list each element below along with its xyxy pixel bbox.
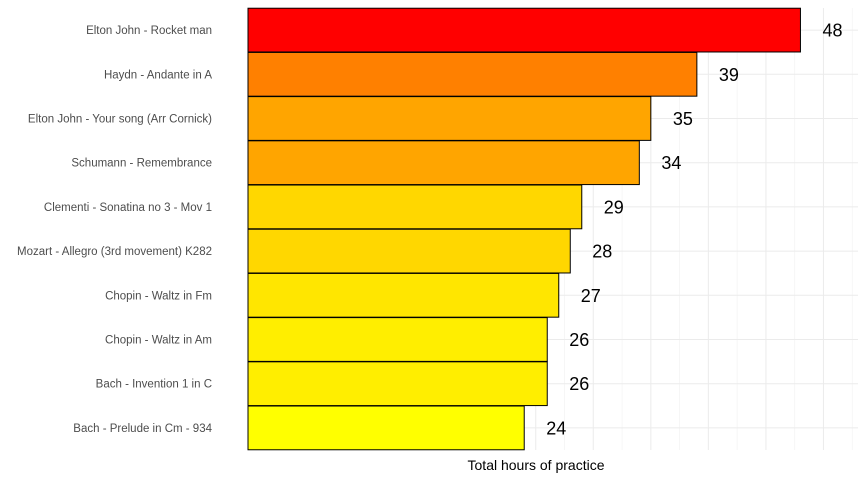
category-label: Bach - Invention 1 in C — [96, 379, 212, 391]
bar — [247, 405, 525, 451]
category-label: Bach - Prelude in Cm - 934 — [73, 423, 212, 435]
bars — [247, 7, 801, 451]
bar — [247, 7, 801, 53]
data-label: 27 — [581, 286, 601, 306]
category-label: Clementi - Sonatina no 3 - Mov 1 — [44, 202, 212, 214]
category-label: Elton John - Your song (Arr Cornick) — [28, 114, 212, 126]
category-label: Chopin - Waltz in Am — [105, 335, 212, 347]
category-label: Schumann - Remembrance — [71, 158, 212, 170]
bar — [247, 140, 640, 186]
data-label: 35 — [673, 109, 693, 129]
bar — [247, 96, 652, 141]
data-label: 29 — [604, 197, 624, 217]
category-labels: Elton John - Rocket man Haydn - Andante i… — [17, 25, 213, 435]
bar — [247, 317, 548, 362]
bar — [247, 228, 571, 274]
data-label: 39 — [719, 65, 739, 85]
category-label: Mozart - Allegro (3rd movement) K282 — [17, 246, 212, 258]
data-label: 26 — [569, 330, 589, 350]
bar — [247, 184, 583, 230]
x-axis-title: Total hours of practice — [468, 457, 605, 473]
category-label: Elton John - Rocket man — [86, 25, 212, 37]
value-labels: 48 39 35 34 29 28 27 26 26 24 — [546, 21, 842, 439]
data-label: 24 — [546, 418, 566, 438]
bar — [247, 272, 560, 318]
data-label: 28 — [592, 242, 612, 262]
category-label: Chopin - Waltz in Fm — [105, 290, 212, 302]
bar — [247, 361, 548, 407]
data-label: 26 — [569, 374, 589, 394]
data-label: 34 — [661, 153, 681, 173]
bar — [247, 51, 698, 97]
data-label: 48 — [822, 21, 842, 41]
category-label: Haydn - Andante in A — [104, 69, 212, 81]
